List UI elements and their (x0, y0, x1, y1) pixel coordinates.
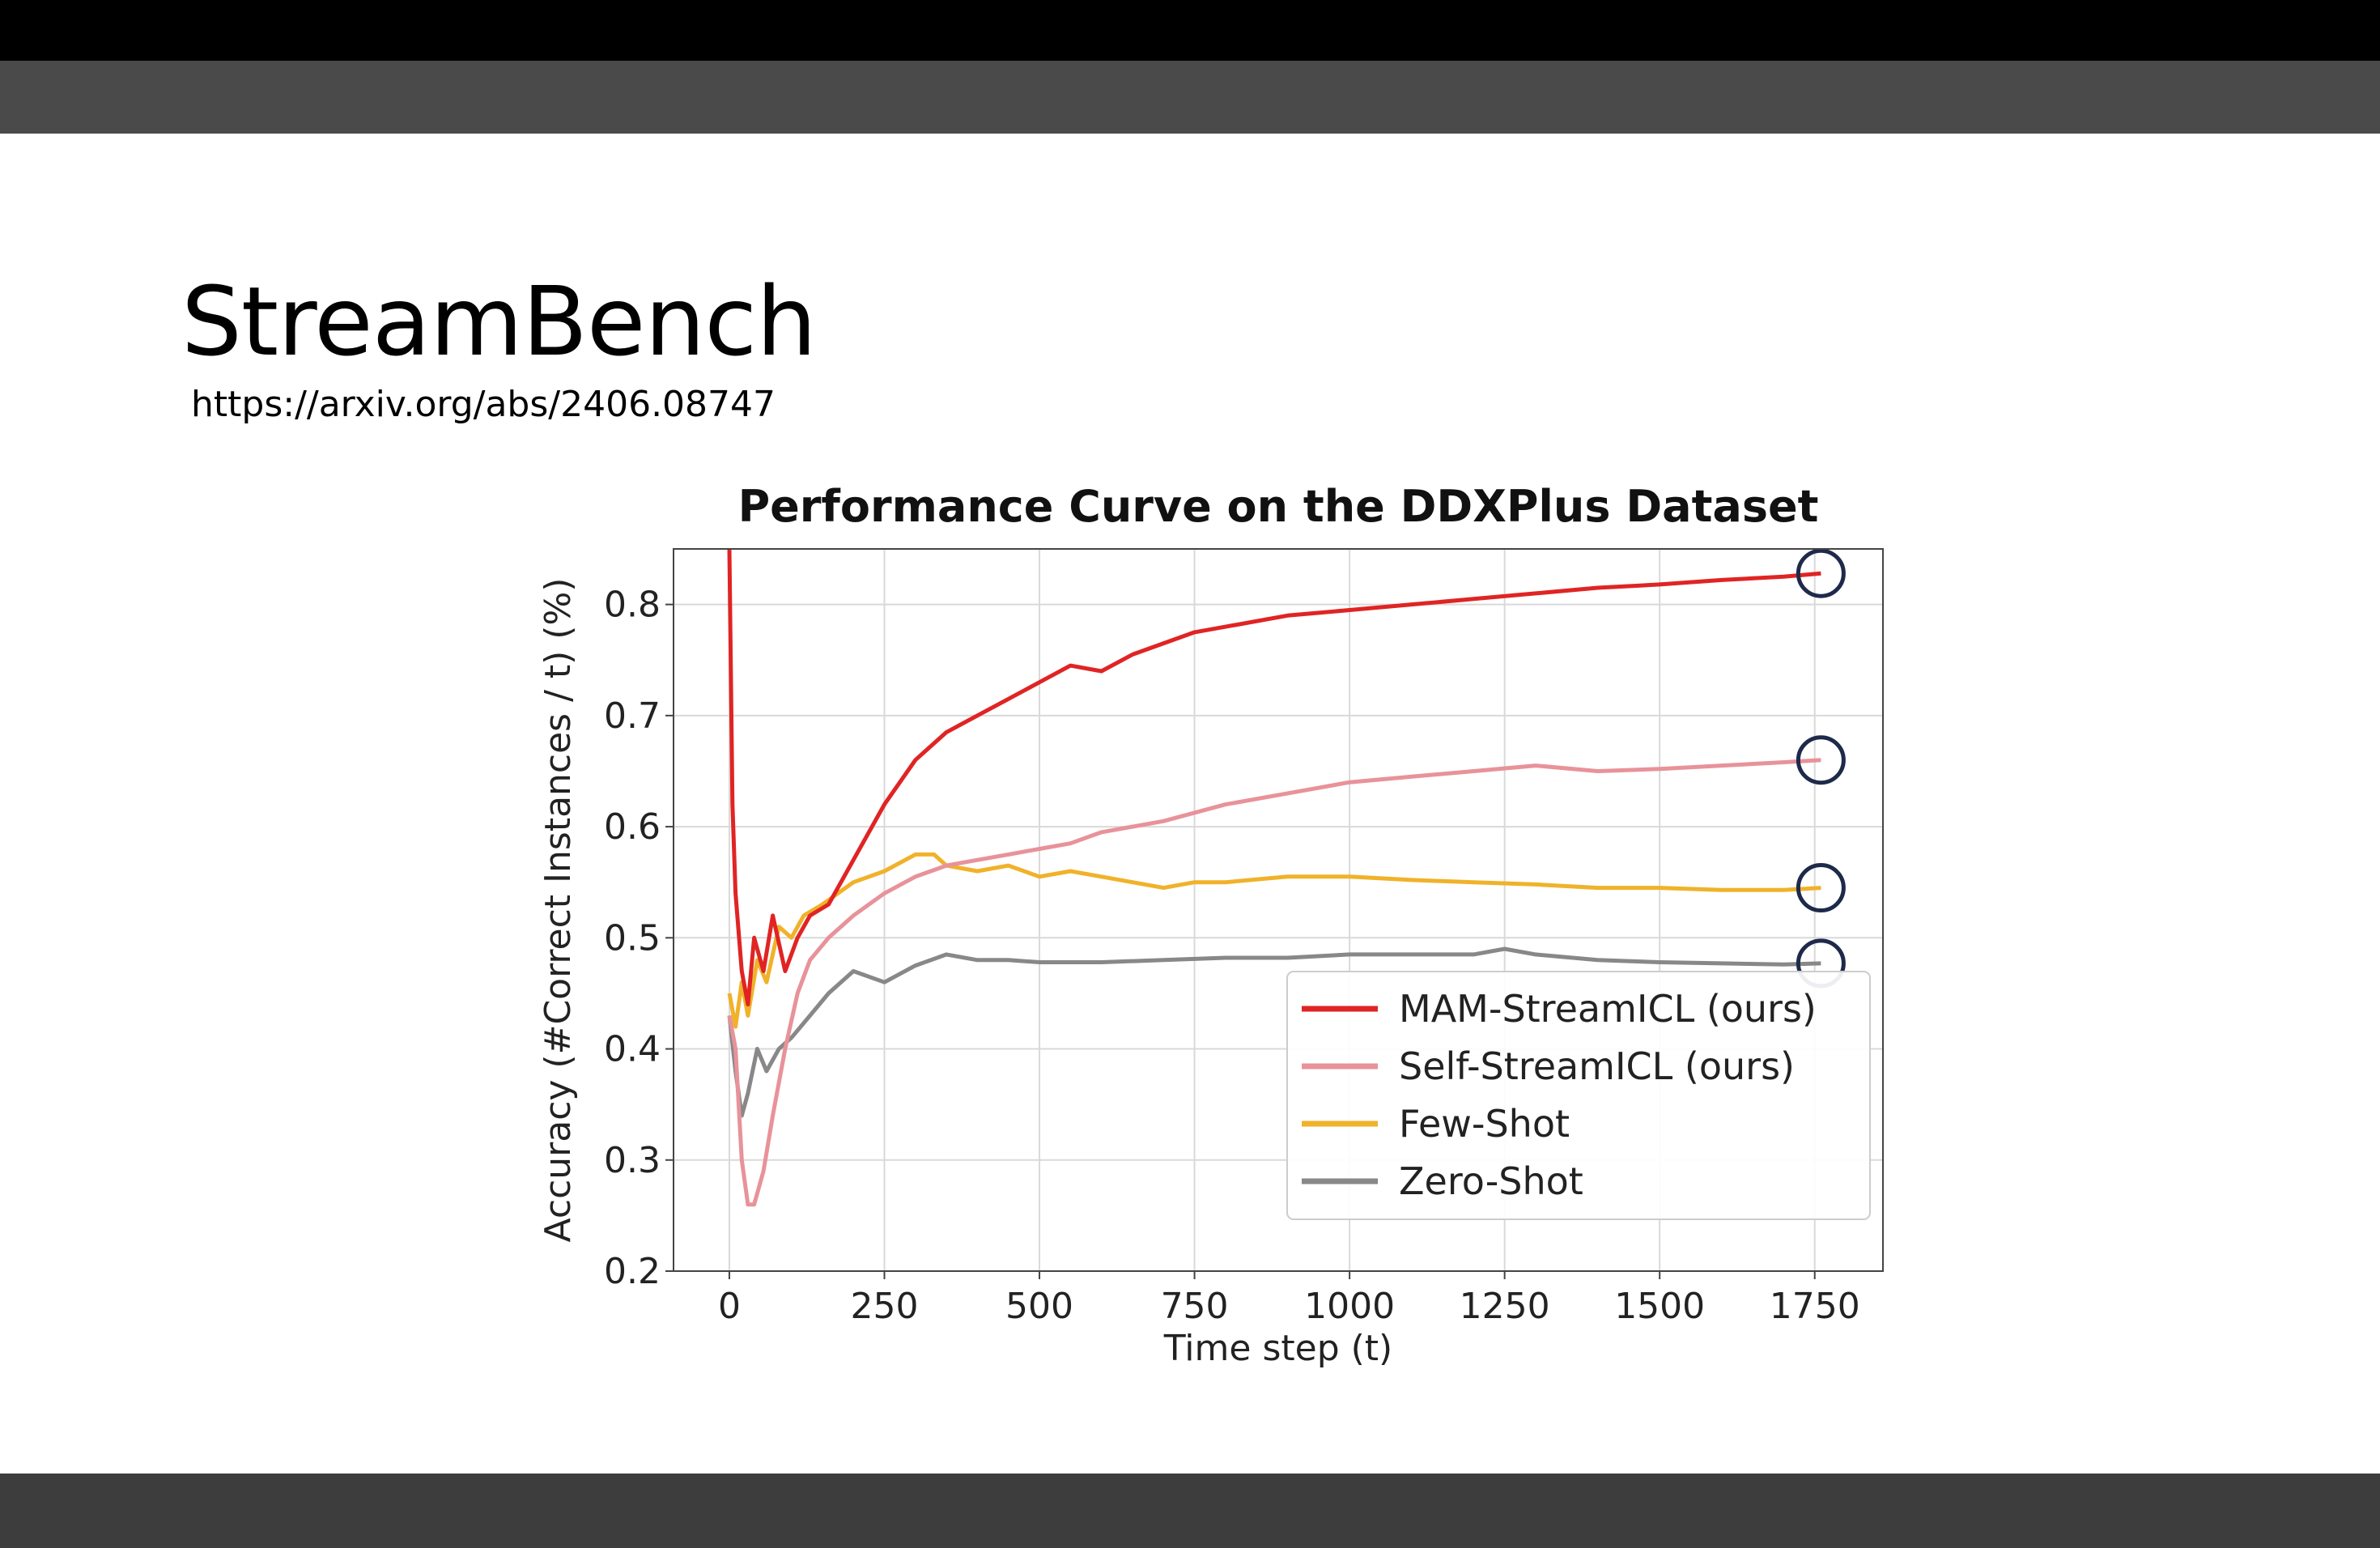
y-axis-label: Accuracy (#Correct Instances / t) (%) (538, 578, 579, 1243)
chart-legend: MAM-StreamICL (ours) Self-StreamICL (ours… (1286, 971, 1871, 1220)
end-marker-circle (1796, 548, 1846, 598)
legend-label: MAM-StreamICL (ours) (1399, 987, 1817, 1031)
window-top-bar (0, 0, 2380, 61)
paper-link[interactable]: https://arxiv.org/abs/2406.08747 (191, 384, 776, 425)
chart-title: Performance Curve on the DDXPlus Dataset (738, 481, 1819, 532)
y-tick-label: 0.4 (604, 1029, 661, 1070)
slide-canvas (0, 134, 2380, 1474)
x-axis-label: Time step (t) (1163, 1328, 1392, 1369)
series-line (727, 946, 1821, 1118)
x-tick-label: 750 (1161, 1286, 1229, 1327)
performance-chart: Performance Curve on the DDXPlus Dataset… (538, 481, 1884, 1369)
x-tick-label: 500 (1005, 1286, 1073, 1327)
series-line (727, 758, 1821, 1207)
y-tick-label: 0.5 (604, 917, 661, 959)
legend-label: Zero-Shot (1399, 1159, 1583, 1203)
y-tick-label: 0.3 (604, 1140, 661, 1181)
end-marker-circle (1796, 863, 1846, 913)
presentation-bottom-bar (0, 1474, 2380, 1548)
series-line (727, 852, 1821, 1029)
x-tick-label: 1750 (1770, 1286, 1860, 1327)
x-tick-label: 1250 (1460, 1286, 1550, 1327)
y-tick-label: 0.7 (604, 695, 661, 737)
end-markers (1796, 548, 1846, 989)
x-tick-label: 1500 (1614, 1286, 1705, 1327)
x-tick-label: 0 (718, 1286, 741, 1327)
legend-box (1286, 971, 1871, 1220)
y-tick-label: 0.8 (604, 585, 661, 626)
y-tick-label: 0.6 (604, 806, 661, 848)
end-marker-circle (1796, 735, 1846, 785)
series-line (727, 548, 1821, 1007)
legend-label: Self-StreamICL (ours) (1399, 1044, 1795, 1088)
slide-title: StreamBench (181, 266, 817, 377)
data-series (727, 548, 1821, 1207)
axis-ticks: 0 250 500 750 1000 1250 1500 1750 0.2 0.3 0.4 0.5 0.… (604, 585, 1860, 1327)
presentation-toolbar (0, 61, 2380, 134)
legend-label: Few-Shot (1399, 1102, 1570, 1146)
x-tick-label: 1000 (1304, 1286, 1395, 1327)
x-tick-label: 250 (851, 1286, 919, 1327)
y-tick-label: 0.2 (604, 1251, 661, 1292)
plot-frame (673, 548, 1884, 1272)
